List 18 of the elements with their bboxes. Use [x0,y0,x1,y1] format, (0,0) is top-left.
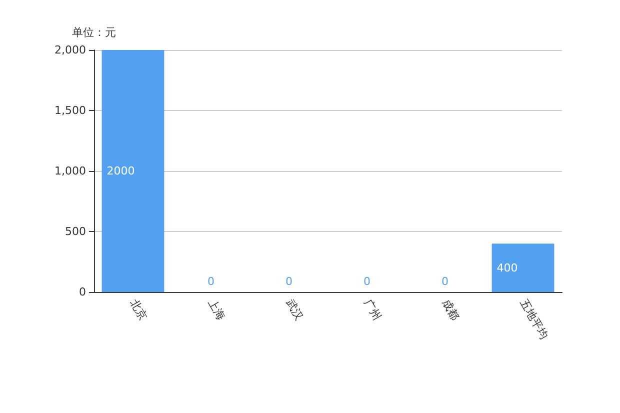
y-axis-title: 单位：元 [72,26,116,39]
y-tick-label: 1,500 [54,104,86,117]
x-tick-label: 五地平均 [517,296,551,342]
x-tick-label: 武汉 [283,296,306,322]
x-tick-label: 成都 [439,296,462,322]
data-label: 0 [208,275,214,288]
data-label: 0 [442,275,448,288]
x-tick-label: 北京 [127,296,150,322]
y-tick-label: 2,000 [54,44,86,56]
data-label: 400 [496,261,518,274]
data-label: 2000 [106,164,135,178]
y-tick-label: 0 [79,286,86,298]
x-tick-label: 广州 [361,296,384,322]
y-tick-label: 1,000 [54,164,86,178]
data-label: 0 [364,275,370,288]
x-tick-label: 上海 [205,296,228,322]
data-label: 0 [286,275,292,288]
y-tick-label: 500 [65,225,86,238]
